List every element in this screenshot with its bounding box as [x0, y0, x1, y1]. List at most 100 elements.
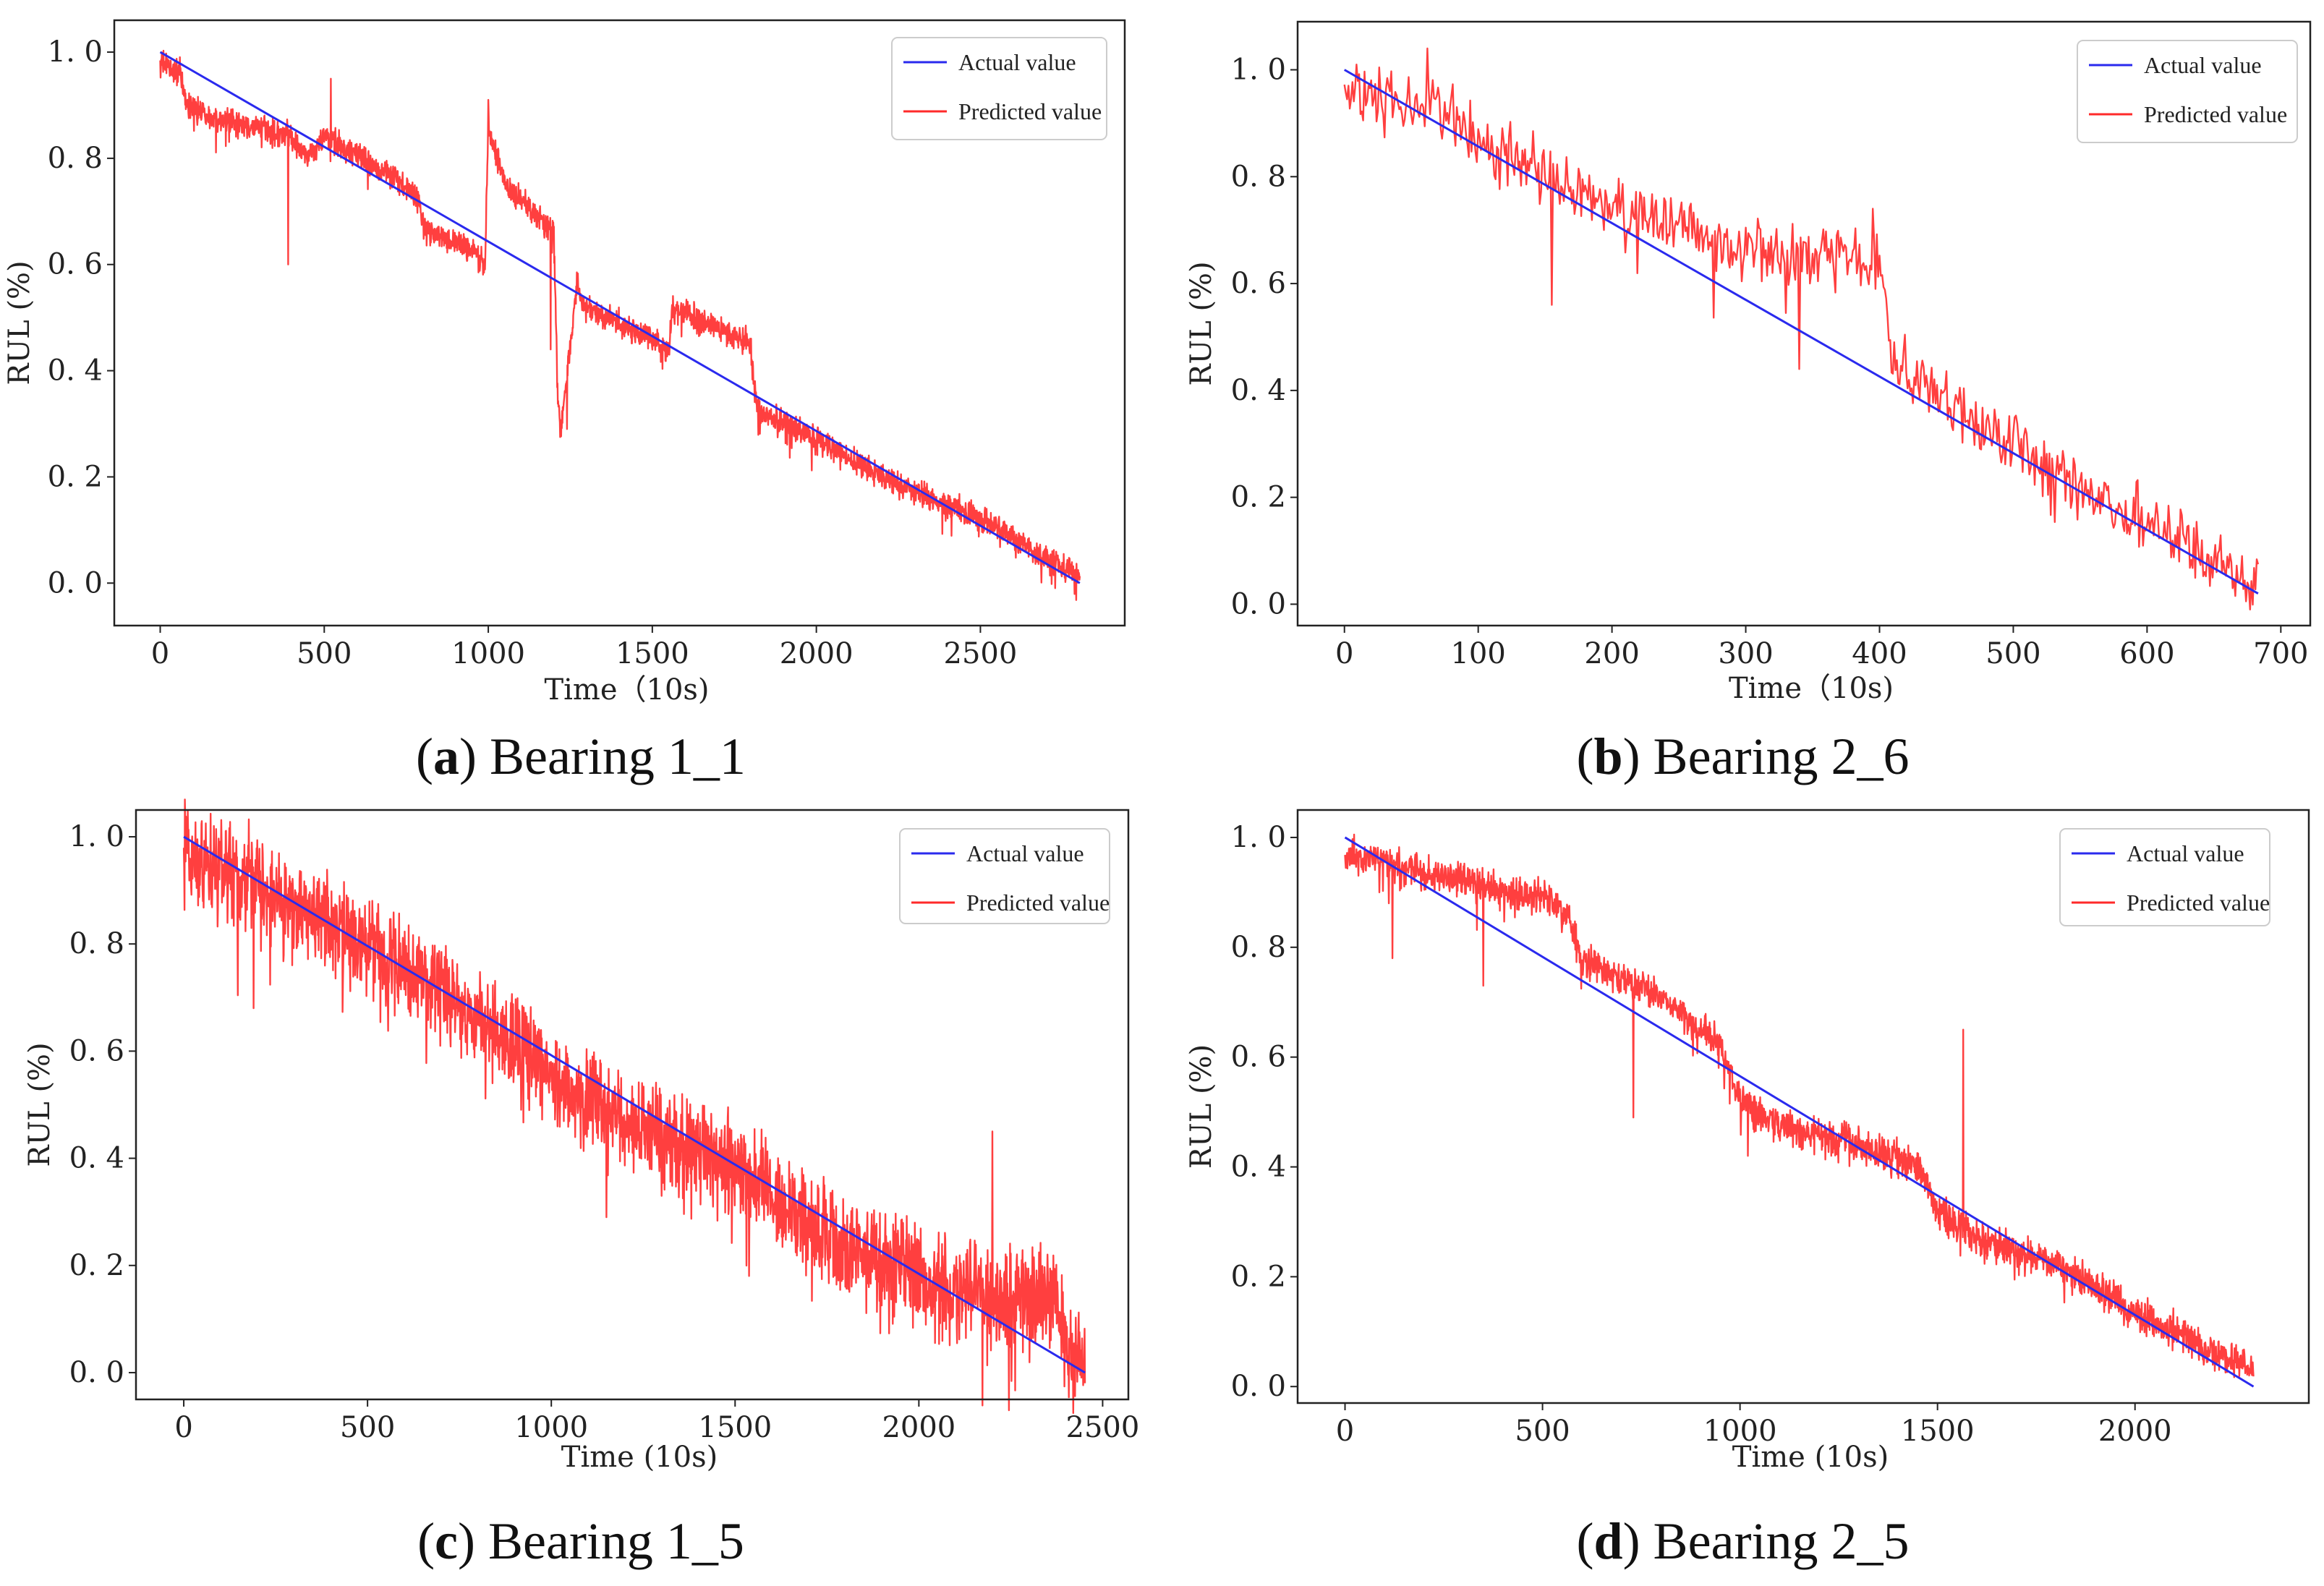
chart-c-legend-label-actual: Actual value [966, 840, 1084, 866]
chart-c-caption-letter: c [435, 1512, 459, 1570]
chart-b-caption-text: Bearing 2_6 [1653, 728, 1910, 785]
chart-c-xtick-label: 1500 [698, 1411, 772, 1444]
chart-b-xtick-label: 500 [1985, 637, 2040, 670]
chart-a-xtick-label: 1000 [451, 637, 525, 670]
chart-d-ytick-label: 0. 6 [1231, 1041, 1286, 1074]
chart-c-ytick-label: 0. 4 [69, 1142, 124, 1175]
chart-b-predicted-line [1343, 47, 2260, 610]
chart-c-plot-frame [135, 809, 1130, 1401]
chart-panel-c: 0. 0 0. 2 0. 4 0. 6 0. 8 1. 0 0 500 1000 1500 2000… [0, 788, 1162, 1586]
chart-c-caption: (c) Bearing 1_5 [417, 1512, 744, 1570]
chart-d-xtick-label: 2000 [2098, 1415, 2172, 1448]
chart-a-caption-letter: a [433, 728, 460, 785]
chart-b-xtick-label: 400 [1852, 637, 1907, 670]
chart-b-svg: 0. 0 0. 2 0. 4 0. 6 0. 8 1. 0 0 100 200 300 400 500… [1185, 20, 2312, 705]
chart-a-ytick-label: 0. 4 [48, 354, 103, 388]
chart-c-xtick-label: 2500 [1066, 1411, 1140, 1444]
chart-a-legend-label-actual: Actual value [958, 49, 1076, 75]
chart-b-xtick-label: 700 [2253, 637, 2308, 670]
chart-c-ytick-label: 0. 2 [69, 1249, 124, 1282]
chart-b-xtick-label: 100 [1450, 637, 1505, 670]
chart-b-xtick-label: 300 [1718, 637, 1773, 670]
chart-a-caption: (a) Bearing 1_1 [416, 728, 746, 785]
chart-a-ytick-label: 1. 0 [48, 35, 103, 69]
chart-a-ytick-label: 0. 2 [48, 460, 103, 493]
chart-b-actual-line [1343, 69, 2259, 594]
chart-c-caption-text: Bearing 1_5 [488, 1512, 744, 1570]
chart-d-ytick-label: 1. 0 [1231, 821, 1286, 854]
chart-d-caption-letter: d [1593, 1512, 1623, 1570]
chart-panel-d: 0. 0 0. 2 0. 4 0. 6 0. 8 1. 0 0 500 1000 1500 2000… [1162, 788, 2324, 1586]
chart-d-caption: (d) Bearing 2_5 [1576, 1512, 1910, 1570]
chart-a-predicted-line [159, 49, 1081, 601]
chart-b-ytick-label: 0. 4 [1231, 374, 1286, 407]
chart-a-xtick-label: 2500 [944, 637, 1018, 670]
chart-c-xtick-label: 2000 [882, 1411, 955, 1444]
chart-d-legend: Actual value Predicted value [2059, 828, 2270, 926]
chart-c-ytick-label: 1. 0 [69, 820, 124, 853]
chart-a-caption-text: Bearing 1_1 [490, 728, 746, 785]
chart-c-ytick-label: 0. 0 [69, 1356, 124, 1389]
chart-c-xtick-label: 1000 [514, 1411, 588, 1444]
chart-d-svg: 0. 0 0. 2 0. 4 0. 6 0. 8 1. 0 0 500 1000 1500 2000… [1185, 809, 2310, 1474]
chart-d-legend-label-actual: Actual value [2127, 840, 2244, 866]
chart-a-x-axis-title: Time（10s) [544, 673, 709, 707]
chart-a-ytick-label: 0. 0 [48, 566, 103, 600]
chart-a-ytick-label: 0. 8 [48, 142, 103, 175]
chart-b-ytick-label: 0. 6 [1231, 267, 1286, 300]
chart-c-legend: Actual value Predicted value [899, 828, 1110, 924]
chart-c-ytick-label: 0. 6 [69, 1034, 124, 1067]
chart-b-x-axis-title: Time（10s) [1729, 672, 1894, 705]
chart-d-caption-text: Bearing 2_5 [1653, 1512, 1910, 1570]
chart-b-xtick-label: 0 [1335, 637, 1353, 670]
chart-b-y-axis-title: RUL (%) [1185, 261, 1218, 385]
chart-a-xtick-label: 0 [151, 637, 169, 670]
chart-c-xtick-label: 0 [174, 1411, 192, 1444]
chart-b-legend-label-predicted: Predicted value [2144, 101, 2287, 127]
chart-b-ytick-label: 0. 8 [1231, 160, 1286, 193]
chart-d-xtick-label: 1500 [1901, 1415, 1975, 1448]
chart-a-legend-label-predicted: Predicted value [958, 98, 1102, 124]
chart-d-xtick-label: 1000 [1703, 1415, 1777, 1448]
chart-panel-b: 0. 0 0. 2 0. 4 0. 6 0. 8 1. 0 0 100 200 300 400 500… [1162, 0, 2324, 796]
chart-a-xtick-label: 500 [297, 637, 352, 670]
chart-b-plot-frame [1296, 20, 2312, 627]
chart-c-xtick-label: 500 [340, 1411, 395, 1444]
chart-a-actual-line [159, 51, 1081, 584]
chart-b-caption-letter: b [1593, 728, 1623, 785]
chart-d-predicted-line [1344, 833, 2255, 1378]
chart-a-plot-frame [113, 19, 1126, 627]
chart-d-legend-label-predicted: Predicted value [2127, 890, 2270, 916]
chart-d-ytick-label: 0. 0 [1231, 1370, 1286, 1403]
chart-a-y-axis-title: RUL (%) [3, 260, 36, 385]
chart-b-ytick-label: 1. 0 [1231, 54, 1286, 87]
chart-b-ytick-label: 0. 2 [1231, 481, 1286, 514]
chart-b-legend-label-actual: Actual value [2144, 52, 2262, 78]
chart-c-svg: 0. 0 0. 2 0. 4 0. 6 0. 8 1. 0 0 500 1000 1500 2000… [23, 798, 1140, 1474]
chart-c-x-axis-title: Time (10s) [561, 1441, 718, 1474]
chart-a-ytick-label: 0. 6 [48, 248, 103, 281]
chart-b-caption: (b) Bearing 2_6 [1576, 728, 1910, 785]
chart-a-xtick-label: 1500 [616, 637, 689, 670]
chart-a-xtick-label: 2000 [780, 637, 854, 670]
chart-c-predicted-line [182, 798, 1086, 1415]
chart-a-legend: Actual value Predicted value [891, 37, 1107, 140]
chart-d-xtick-label: 0 [1336, 1415, 1354, 1448]
chart-c-ytick-label: 0. 8 [69, 927, 124, 960]
chart-b-legend: Actual value Predicted value [2077, 40, 2298, 143]
chart-panel-a: 0. 0 0. 2 0. 4 0. 6 0. 8 1. 0 0 500 1000 1500 2000… [0, 0, 1162, 796]
chart-d-x-axis-title: Time (10s) [1732, 1441, 1889, 1474]
chart-c-y-axis-title: RUL (%) [23, 1042, 56, 1167]
chart-d-ytick-label: 0. 8 [1231, 931, 1286, 964]
chart-a-svg: 0. 0 0. 2 0. 4 0. 6 0. 8 1. 0 0 500 1000 1500 2000… [3, 19, 1126, 707]
chart-d-plot-frame [1296, 809, 2310, 1404]
chart-c-actual-line [183, 835, 1086, 1374]
chart-b-xtick-label: 200 [1584, 637, 1639, 670]
chart-c-legend-label-predicted: Predicted value [966, 890, 1110, 916]
chart-b-ytick-label: 0. 0 [1231, 587, 1286, 621]
chart-d-xtick-label: 500 [1515, 1415, 1570, 1448]
chart-b-xtick-label: 600 [2119, 637, 2174, 670]
chart-d-actual-line [1344, 836, 2255, 1388]
chart-d-ytick-label: 0. 4 [1231, 1151, 1286, 1184]
chart-d-y-axis-title: RUL (%) [1185, 1044, 1218, 1169]
